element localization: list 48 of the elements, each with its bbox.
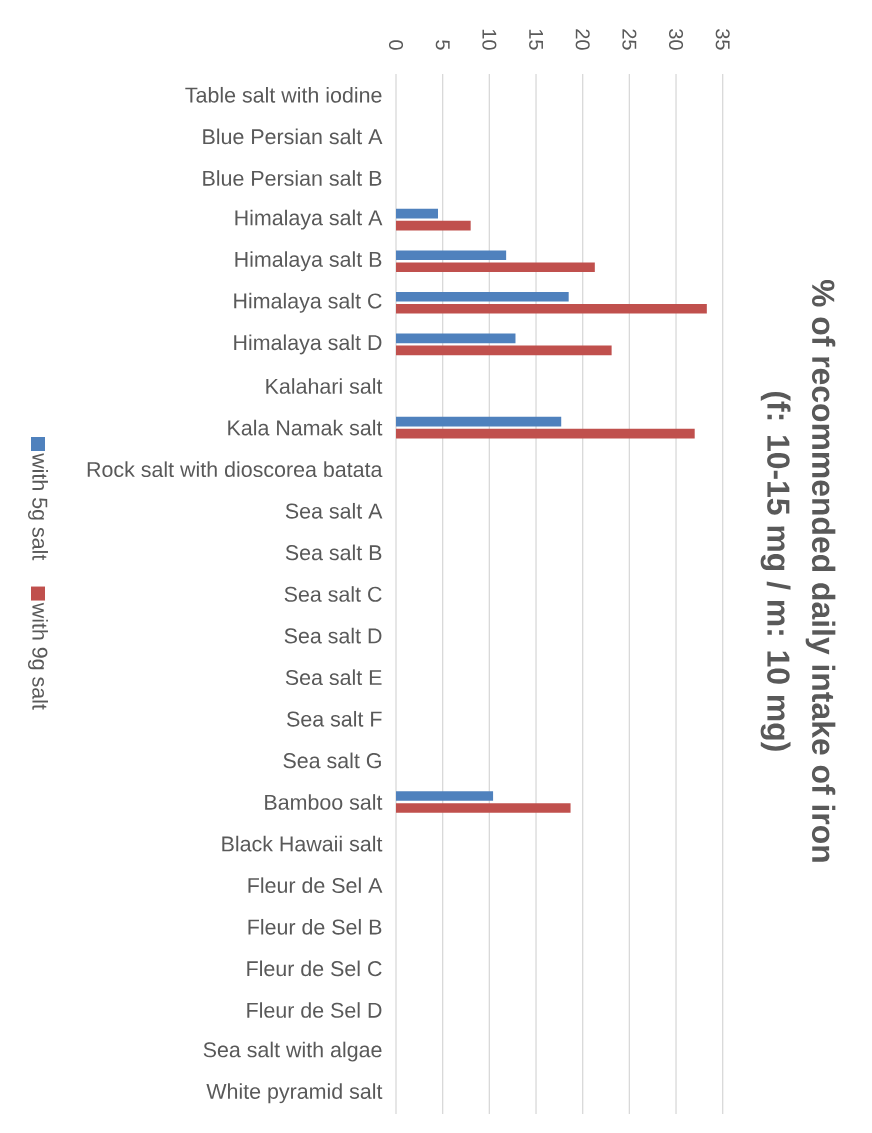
y-tick-label: Fleur de Sel B — [248, 918, 382, 935]
x-tick-label: 25 — [622, 29, 637, 50]
legend-label: with 9g salt — [28, 602, 48, 710]
y-tick-label: Fleur de Sel A — [248, 877, 383, 894]
bar — [396, 803, 571, 813]
x-tick-label: 30 — [668, 29, 684, 50]
y-tick-label: Black Hawaii salt — [222, 835, 383, 852]
y-tick-label: Himalaya salt A — [235, 209, 383, 230]
bar — [396, 220, 471, 231]
y-tick-label: White pyramid salt — [206, 1083, 383, 1104]
y-tick-label: Sea salt F — [287, 710, 382, 727]
bar — [396, 208, 438, 219]
y-tick-label: Blue Persian salt B — [203, 170, 382, 186]
y-tick-label: Sea salt B — [285, 544, 382, 561]
bar — [396, 428, 695, 439]
x-tick-label: 5 — [435, 40, 450, 50]
y-tick-label: Kala Namak salt — [228, 419, 383, 436]
y-tick-label: Sea salt D — [284, 627, 382, 644]
y-tick-label: Kalahari salt — [266, 378, 383, 394]
bar — [396, 345, 612, 356]
y-tick-label: Rock salt with dioscorea batata — [87, 461, 383, 478]
y-tick-label: Himalaya salt D — [234, 334, 382, 355]
bar — [396, 304, 707, 314]
y-tick-label: Himalaya salt B — [235, 251, 382, 272]
y-tick-label: Sea salt A — [285, 502, 383, 519]
y-tick-label: Bamboo salt — [265, 794, 383, 810]
y-tick-label: Table salt with iodine — [185, 86, 382, 103]
x-tick-label: 0 — [388, 40, 404, 50]
x-tick-label: 10 — [482, 29, 497, 50]
y-tick-label: Himalaya salt C — [234, 292, 382, 313]
x-tick-label: 15 — [529, 29, 543, 50]
y-tick-label: Fleur de Sel C — [247, 960, 382, 977]
legend-label: with 5g salt — [28, 453, 48, 561]
bar — [396, 292, 569, 302]
y-tick-label: Fleur de Sel D — [247, 1002, 382, 1018]
bar — [396, 333, 516, 344]
bar — [396, 262, 595, 273]
y-tick-label: Sea salt E — [285, 669, 382, 686]
y-tick-label: Blue Persian salt A — [203, 128, 383, 145]
text: % of recommended daily intake of iron (f: 10-15 mg / m: 10 mg) — [760, 279, 836, 862]
y-tick-label: Sea salt C — [284, 586, 382, 602]
y-tick-label: Sea salt with algae — [203, 1041, 382, 1062]
bar — [396, 791, 494, 801]
y-tick-label: Sea salt G — [283, 752, 381, 769]
x-tick-label: 35 — [715, 29, 730, 50]
x-tick-label: 20 — [575, 29, 590, 50]
bar — [396, 250, 507, 261]
bar — [396, 416, 562, 427]
